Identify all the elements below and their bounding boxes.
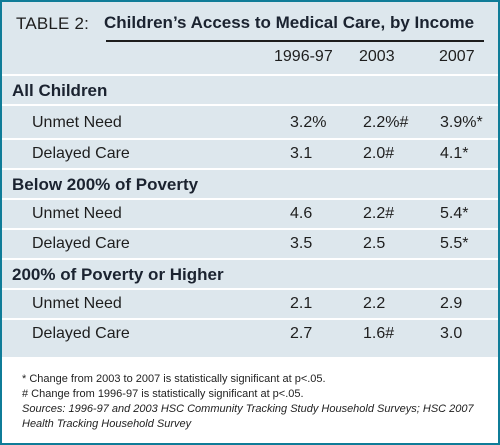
table-cell: 5.5*	[440, 235, 469, 252]
table-notes: * Change from 2003 to 2007 is statistica…	[22, 372, 488, 432]
footnote-hash: # Change from 1996-97 is statistically s…	[22, 388, 304, 400]
table-cell: 2.0#	[363, 145, 395, 162]
divider	[2, 198, 498, 200]
row-label: Unmet Need	[32, 114, 122, 131]
row-label: Unmet Need	[32, 295, 122, 312]
table-cell: 3.1	[290, 145, 313, 162]
table-cell: 3.9%*	[440, 114, 483, 131]
table-cell: 4.1*	[440, 145, 469, 162]
column-header-2007: 2007	[439, 48, 475, 65]
table-cell: 2.2	[363, 295, 386, 312]
column-header-2003: 2003	[359, 48, 395, 65]
divider	[2, 318, 498, 320]
row-label: Delayed Care	[32, 145, 130, 162]
row-label: Unmet Need	[32, 205, 122, 222]
section-heading-200-poverty-or-higher: 200% of Poverty or Higher	[12, 265, 224, 284]
title-underline	[106, 40, 484, 42]
table-cell: 4.6	[290, 205, 313, 222]
table-cell: 1.6#	[363, 325, 395, 342]
table-cell: 3.0	[440, 325, 463, 342]
table-panel: TABLE 2: Children’s Access to Medical Ca…	[2, 2, 498, 357]
table-cell: 5.4*	[440, 205, 469, 222]
sources-note: Sources: 1996-97 and 2003 HSC Community …	[22, 403, 474, 430]
section-heading-below-200-poverty: Below 200% of Poverty	[12, 175, 199, 194]
section-heading-all-children: All Children	[12, 81, 108, 100]
divider	[2, 74, 498, 76]
divider	[2, 168, 498, 170]
table-cell: 2.2#	[363, 205, 395, 222]
footnote-asterisk: * Change from 2003 to 2007 is statistica…	[22, 373, 326, 385]
table-cell: 3.5	[290, 235, 313, 252]
divider	[2, 258, 498, 260]
table-title: Children’s Access to Medical Care, by In…	[104, 13, 475, 32]
table-cell: 2.2%#	[363, 114, 409, 131]
title-row: TABLE 2: Children’s Access to Medical Ca…	[2, 2, 498, 42]
table-cell: 2.5	[363, 235, 386, 252]
divider	[2, 228, 498, 230]
table-cell: 2.7	[290, 325, 313, 342]
row-label: Delayed Care	[32, 325, 130, 342]
divider	[2, 104, 498, 106]
table-cell: 2.1	[290, 295, 313, 312]
table-cell: 2.9	[440, 295, 463, 312]
row-label: Delayed Care	[32, 235, 130, 252]
column-header-1996-97: 1996-97	[274, 48, 333, 65]
table-label: TABLE 2:	[16, 14, 90, 33]
divider	[2, 138, 498, 140]
divider	[2, 288, 498, 290]
table-cell: 3.2%	[290, 114, 327, 131]
